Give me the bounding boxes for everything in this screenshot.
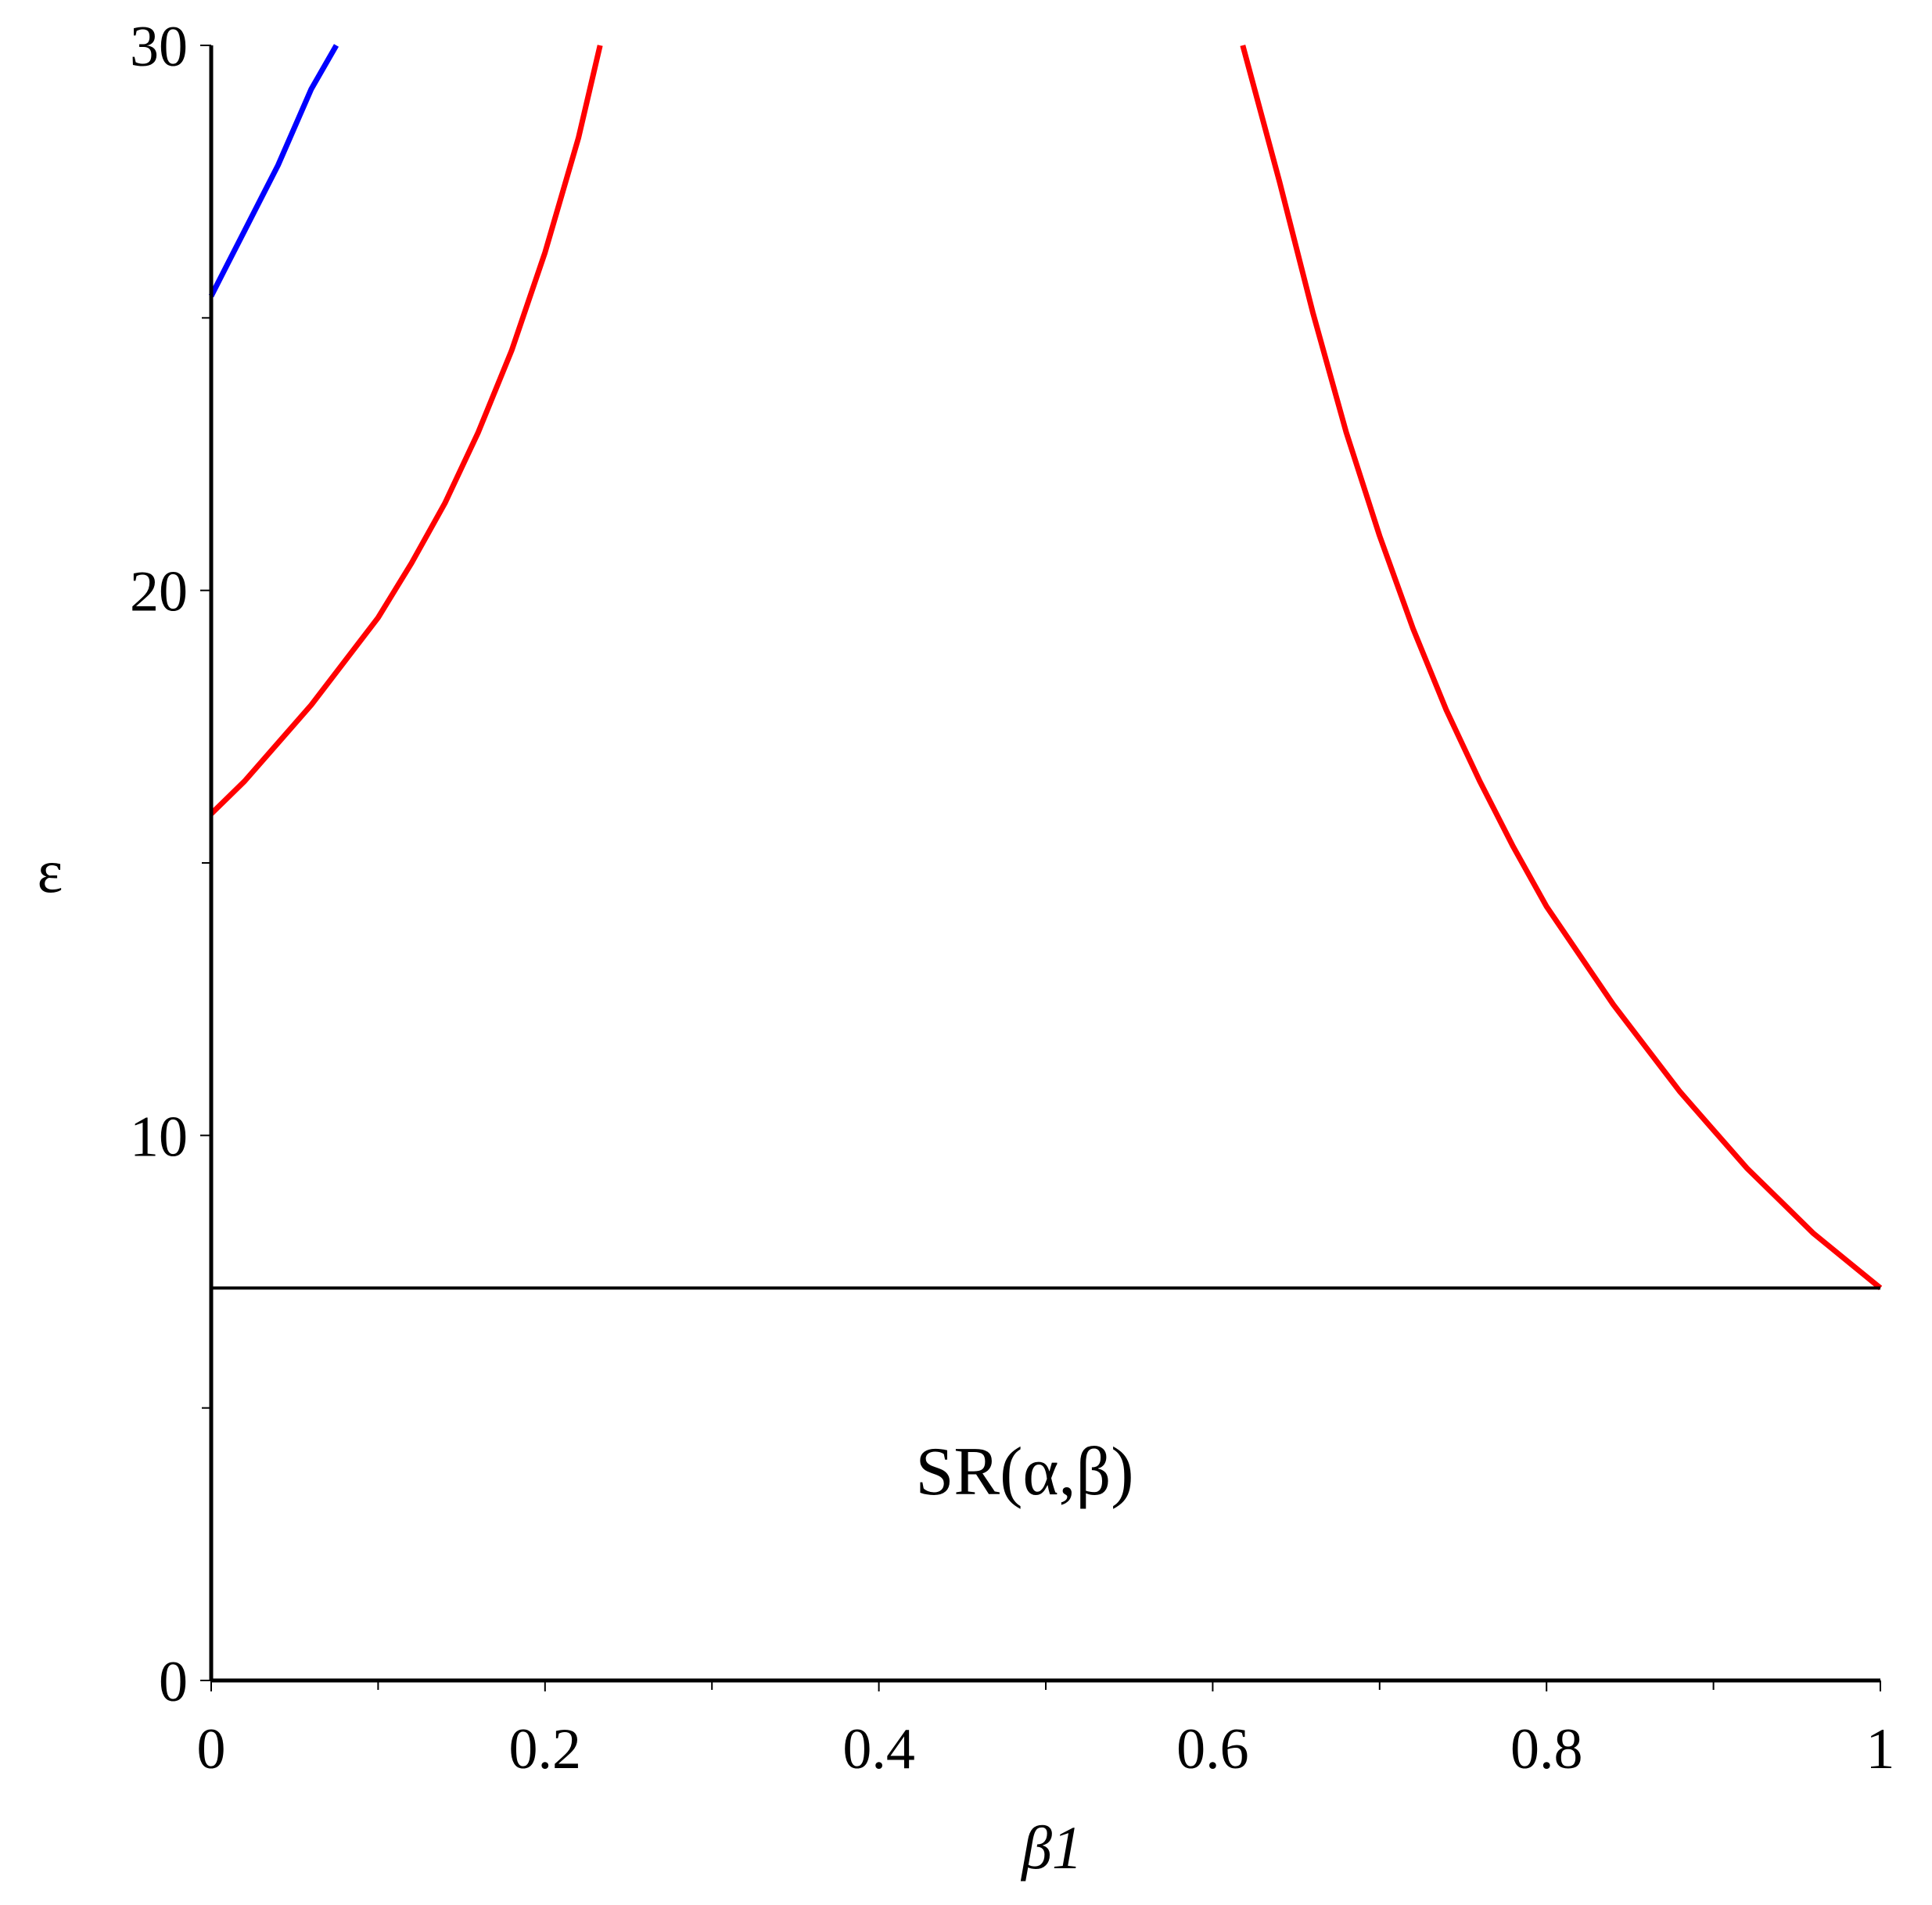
x-tick-label: 1 — [1866, 1717, 1895, 1781]
series-line-1 — [209, 45, 603, 816]
y-tick-label: 0 — [159, 1650, 188, 1714]
series-line-0 — [208, 44, 339, 298]
series-line-2 — [1240, 45, 1883, 1291]
region-annotation: SR(α,β) — [915, 1434, 1133, 1510]
x-tick-label: 0.4 — [842, 1717, 915, 1781]
y-tick-label: 10 — [130, 1105, 188, 1169]
y-axis-title: ε — [38, 837, 63, 905]
x-axis-title: β1 — [1020, 1813, 1083, 1882]
series-layer — [208, 44, 1883, 1291]
x-tick-label: 0.2 — [509, 1717, 582, 1781]
x-tick-label: 0.8 — [1510, 1717, 1583, 1781]
x-tick-label: 0 — [197, 1717, 226, 1781]
y-tick-label: 30 — [130, 15, 188, 79]
y-tick-label: 20 — [130, 560, 188, 624]
x-tick-label: 0.6 — [1176, 1717, 1249, 1781]
